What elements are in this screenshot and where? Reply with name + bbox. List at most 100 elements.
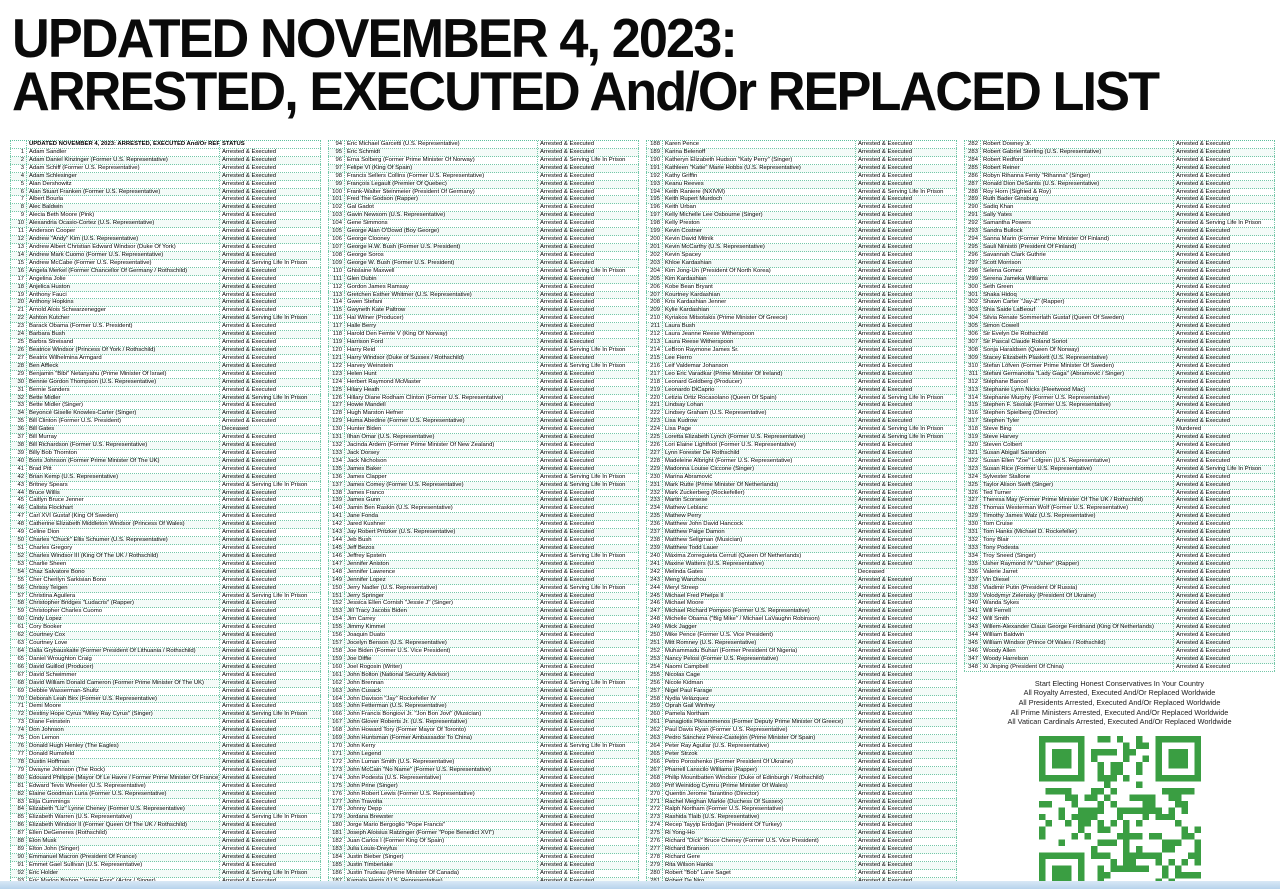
table-row: 237 Matthew Paige Damon Arrested & Execute…: [646, 529, 957, 538]
table-row: 88 Elon Musk Arrested & Executed: [10, 838, 321, 847]
table-row: 127 Howie Mandell Arrested & Executed: [328, 402, 639, 411]
table-row: 35 Bill Clinton (Former U.S. President) Ar…: [10, 418, 321, 427]
person-name: Will Ferrell: [980, 608, 1173, 616]
status-value: Arrested & Executed: [1173, 212, 1275, 220]
row-number: 253: [646, 655, 662, 663]
row-number: 198: [646, 220, 662, 228]
row-number: 316: [964, 410, 980, 418]
table-row: 142 Jared Kushner Arrested & Executed: [328, 521, 639, 530]
row-number: 177: [328, 798, 344, 806]
table-row: 21 Arnold Alois Schwarzenegger Arrested & …: [10, 307, 321, 316]
row-number: 43: [10, 481, 26, 489]
person-name: Keith Urban: [662, 204, 855, 212]
person-name: Mathew Perry: [662, 513, 855, 521]
row-number: 52: [10, 552, 26, 560]
status-value: Arrested & Executed: [855, 283, 957, 291]
status-value: Arrested & Executed: [219, 148, 321, 156]
status-value: Arrested & Executed: [1173, 291, 1275, 299]
table-row: 263 Pedro Sánchez Pérez-Castejón (Prime M…: [646, 735, 957, 744]
row-number: 97: [328, 164, 344, 172]
row-number: 129: [328, 418, 344, 426]
status-value: Arrested & Executed: [1173, 267, 1275, 275]
row-number: 241: [646, 560, 662, 568]
row-number: 46: [10, 505, 26, 513]
table-row: 109 George W. Bush (Former U.S. President…: [328, 259, 639, 268]
status-value: Arrested & Executed: [1173, 370, 1275, 378]
table-row: 264 Peter Ray Aguilar (U.S. Representativ…: [646, 743, 957, 751]
row-number: 298: [964, 267, 980, 275]
person-name: James Comey (Former U.S. Representative): [344, 481, 537, 489]
status-value: Arrested & Executed: [855, 846, 957, 853]
row-number: 319: [964, 434, 980, 442]
row-number: 261: [646, 719, 662, 727]
row-number: 81: [10, 782, 26, 790]
table-row: 108 George Soros Arrested & Executed: [328, 251, 639, 260]
person-name: Johnny Depp: [344, 806, 537, 814]
table-row: 177 John Travolta Arrested & Executed: [328, 798, 639, 807]
status-value: Arrested & Executed: [537, 307, 639, 315]
status-value: Arrested & Serving Life In Prison: [855, 434, 957, 442]
table-row: 274 Recep Tayyip Erdoğan (President Of Tu…: [646, 822, 957, 831]
status-value: Arrested & Executed: [537, 727, 639, 735]
status-value: Arrested & Executed: [855, 790, 957, 798]
person-name: Francis Sellers Collins (Former U.S. Rep…: [344, 172, 537, 180]
person-name: Lindsay Lohan: [662, 402, 855, 410]
table-row: 345 William Windsor (Prince Of Wales / Ro…: [964, 640, 1275, 648]
table-row: 96 Erna Solberg (Former Prime Minister Of…: [328, 156, 639, 165]
table-row: 240 Máxima Zorreguieta Cerruti (Queen Of …: [646, 552, 957, 561]
status-value: Arrested & Executed: [537, 212, 639, 220]
person-name: Susan Rice (Former U.S. Representative): [980, 465, 1173, 473]
table-row: 38 Bill Richardson (Former U.S. Represent…: [10, 442, 321, 450]
table-row: 162 John Brennan Arrested & Serving Life I…: [328, 679, 639, 688]
table-row: 178 Johnny Depp Arrested & Executed: [328, 806, 639, 815]
person-name: Mick Jagger: [662, 624, 855, 632]
status-value: Arrested & Executed: [219, 497, 321, 505]
list-column-3: 188 Karen Pence Arrested & Executed 189 Kari…: [646, 140, 957, 889]
status-value: Arrested & Executed: [537, 172, 639, 180]
table-row: 299 Serena Jameka Williams Arrested & Exec…: [964, 275, 1275, 284]
table-row: 69 Debbie Wasserman-Shultz Arrested & Exec…: [10, 687, 321, 696]
row-number: 163: [328, 687, 344, 695]
row-number: 17: [10, 275, 26, 283]
row-number: 313: [964, 386, 980, 394]
person-name: John Legend: [344, 750, 537, 758]
row-number: 331: [964, 529, 980, 537]
status-value: Arrested & Executed: [1173, 648, 1275, 655]
person-name: Woody Allen: [980, 648, 1173, 655]
row-number: 170: [328, 743, 344, 750]
table-row: 251 Mitt Romney (U.S. Representative) Arre…: [646, 640, 957, 648]
status-value: Arrested & Executed: [855, 679, 957, 687]
person-name: Joe Biden (Former U.S. Vice President): [344, 648, 537, 655]
person-name: Eric Michael Garcetti (U.S. Representati…: [344, 141, 537, 148]
table-row: 154 Jim Carrey Arrested & Executed: [328, 616, 639, 625]
person-name: Katheryn Elizabeth Hudson "Katy Perry" (…: [662, 156, 855, 164]
person-name: Ghislaine Maxwell: [344, 267, 537, 275]
status-value: Arrested & Executed: [219, 576, 321, 584]
status-value: Arrested & Executed: [1173, 457, 1275, 465]
person-name: Jeffrey Epstein: [344, 552, 537, 560]
person-name: Willem-Alexander Claus George Ferdinand …: [980, 624, 1173, 632]
status-value: Arrested & Executed: [537, 830, 639, 838]
person-name: Lori Elaine Lightfoot (Former U.S. Repre…: [662, 442, 855, 449]
table-row: 196 Keith Urban Arrested & Executed: [646, 204, 957, 213]
table-row: 308 Sonja Haraldsen (Queen Of Norway) Arre…: [964, 346, 1275, 355]
person-name: Robert "Bob" Lane Saget: [662, 869, 855, 877]
page-title: UPDATED NOVEMBER 4, 2023: ARRESTED, EXEC…: [12, 11, 1160, 119]
status-value: Arrested & Executed: [219, 838, 321, 846]
row-number: 236: [646, 521, 662, 529]
row-number: 135: [328, 465, 344, 473]
person-name: Thomas Westerman Wolf (Former U.S. Repre…: [980, 505, 1173, 513]
list-column-4: 282 Robert Downey Jr. Arrested & Executed 2…: [964, 140, 1275, 889]
row-number: 297: [964, 259, 980, 267]
person-name: Beatrix Wilhelmina Armgard: [26, 354, 219, 362]
status-value: Arrested & Executed: [537, 616, 639, 624]
status-value: Arrested & Executed: [219, 766, 321, 774]
status-value: Arrested & Executed: [219, 275, 321, 283]
person-name: Tom Hanks (Michael D. Rockefeller): [980, 529, 1173, 537]
table-row: 123 Helen Hunt Arrested & Executed: [328, 370, 639, 379]
table-row: 284 Robert Redford Arrested & Executed: [964, 156, 1275, 165]
table-row: 22 Ashton Kutcher Arrested & Serving Life …: [10, 315, 321, 324]
row-number: 251: [646, 640, 662, 647]
table-row: 249 Mick Jagger Arrested & Executed: [646, 624, 957, 633]
row-number: 260: [646, 711, 662, 719]
